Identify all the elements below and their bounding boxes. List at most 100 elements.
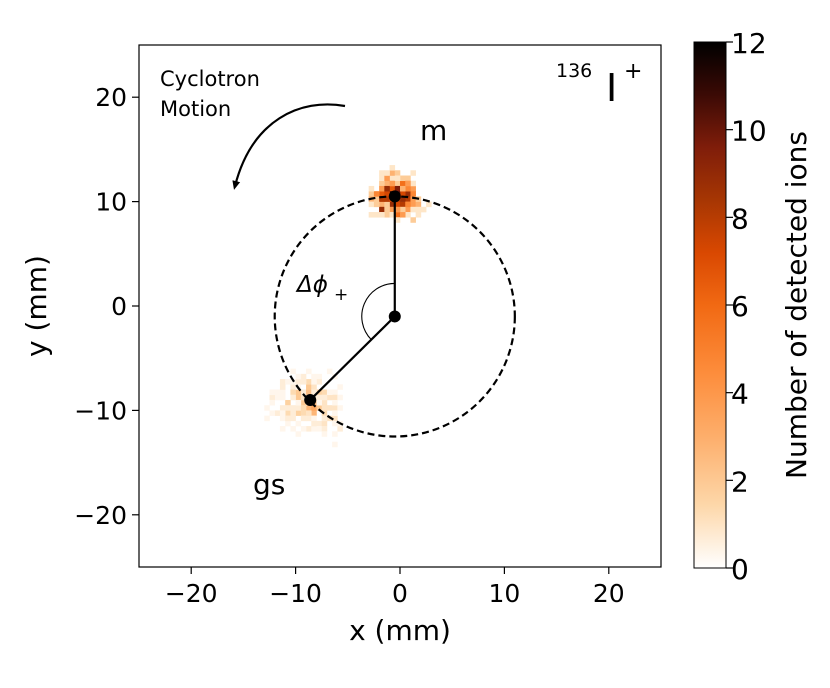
heatmap-cell-m — [400, 206, 406, 213]
heatmap-cell-m — [405, 180, 411, 187]
heatmap-cell-m — [410, 217, 416, 223]
colorbar-tick-label: 6 — [731, 290, 749, 323]
heatmap-cell-m — [373, 196, 380, 202]
heatmap-cell-m — [379, 196, 385, 202]
heatmap-cell-m — [384, 175, 390, 182]
heatmap-cell-gs — [332, 389, 338, 396]
heatmap-cell-m — [410, 206, 416, 213]
isotope-mass-number: 136 — [556, 60, 592, 82]
y-axis-label: y (mm) — [20, 255, 53, 357]
heatmap-cell-m — [394, 201, 401, 208]
heatmap-cell-m — [405, 191, 411, 197]
heatmap-cell-gs — [300, 399, 307, 406]
heatmap-cell-gs — [332, 431, 338, 437]
heatmap-cell-m — [373, 191, 380, 197]
x-axis-label: x (mm) — [349, 614, 451, 647]
heatmap-cell-m — [394, 170, 401, 176]
heatmap-cell-gs — [269, 394, 276, 401]
marker-point-0 — [388, 310, 401, 323]
heatmap-cell-m — [379, 206, 385, 213]
heatmap-cell-m — [368, 185, 375, 192]
heatmap-cell-gs — [306, 368, 312, 375]
heatmap-cell-gs — [290, 415, 296, 422]
heatmap-cell-m — [394, 217, 401, 223]
x-tick-label: 10 — [488, 579, 520, 608]
heatmap-cell-gs — [290, 405, 296, 411]
heatmap-cell-gs — [321, 410, 328, 416]
heatmap-cell-gs — [306, 410, 312, 416]
cyclotron-label-line2: Motion — [160, 97, 231, 121]
heatmap-cell-m — [389, 165, 396, 171]
heatmap-cell-gs — [332, 410, 338, 416]
heatmap-cell-gs — [321, 399, 328, 406]
x-ticks: −20 −10 0 10 20 — [165, 567, 625, 608]
heatmap-cell-gs — [279, 415, 286, 422]
heatmap-cell-m — [379, 212, 385, 218]
heatmap-cell-m — [400, 212, 406, 218]
heatmap-cell-gs — [300, 410, 307, 416]
colorbar — [693, 41, 727, 569]
heatmap-cell-m — [400, 185, 406, 192]
heatmap-cell-m — [384, 180, 390, 187]
heatmap-cell-gs — [332, 394, 338, 401]
heatmap-cell-m — [426, 201, 432, 208]
ray-line-1 — [309, 315, 396, 401]
heatmap-cell-m — [394, 185, 401, 192]
heatmap-cell-gs — [316, 373, 322, 380]
heatmap-cell-m — [373, 212, 380, 218]
heatmap-cell-gs — [321, 431, 328, 437]
label-m: m — [420, 114, 447, 147]
heatmap-cell-m — [415, 212, 422, 218]
heatmap-cell-m — [394, 175, 401, 182]
heatmap-cell-gs — [279, 410, 286, 416]
heatmap-cell-m — [368, 201, 375, 208]
heatmap-cell-m — [400, 201, 406, 208]
heatmap-cell-gs — [306, 384, 312, 390]
heatmap-cell-m — [389, 170, 396, 176]
heatmap-cell-m — [384, 191, 390, 197]
heatmap-cell-gs — [321, 415, 328, 422]
colorbar-tick-label: 12 — [731, 27, 767, 60]
heatmap-cell-gs — [306, 415, 312, 422]
heatmap-cell-m — [415, 201, 422, 208]
delta-phi-subscript: + — [334, 285, 348, 305]
heatmap-cell-m — [400, 175, 406, 182]
heatmap-cell-gs — [285, 405, 291, 411]
heatmap-cell-gs — [332, 420, 338, 427]
heatmap-cell-m — [405, 185, 411, 192]
heatmap-cell-m — [405, 196, 411, 202]
heatmap-cell-gs — [316, 399, 322, 406]
heatmap-cell-m — [368, 212, 375, 218]
marker-point-2 — [304, 393, 317, 406]
heatmap-cell-gs — [332, 399, 338, 406]
heatmap-cell-gs — [295, 399, 302, 406]
y-tick-label: 0 — [111, 292, 127, 321]
heatmap-cell-gs — [311, 389, 317, 396]
heatmap-cell-m — [405, 201, 411, 208]
heatmap-cell-m — [389, 201, 396, 208]
heatmap-cell-gs — [274, 389, 281, 396]
delta-phi-label: Δϕ — [295, 272, 328, 298]
heatmap-cell-gs — [290, 394, 296, 401]
heatmap-cell-gs — [290, 384, 296, 390]
heatmap-cell-m — [405, 212, 411, 218]
overlay — [273, 190, 516, 438]
heatmap-cell-gs — [316, 394, 322, 401]
heatmap-cell-gs — [306, 405, 312, 411]
heatmap-cell-gs — [321, 389, 328, 396]
heatmap-cell-gs — [295, 373, 302, 380]
heatmap-cell-gs — [295, 420, 302, 427]
y-ticks: −20 −10 0 10 20 — [74, 83, 139, 530]
heatmap-cell-gs — [337, 394, 343, 401]
heatmap-cell-gs — [306, 426, 312, 432]
heatmap-cell-gs — [290, 410, 296, 416]
heatmap-cell-gs — [290, 389, 296, 396]
heatmap-cell-gs — [316, 405, 322, 411]
heatmap-cell-m — [410, 196, 416, 202]
heatmap-cell-gs — [300, 405, 307, 411]
x-tick-label: −20 — [165, 579, 218, 608]
colorbar-ticks: 0 2 4 6 8 10 12 — [726, 27, 767, 586]
heatmap-cell-m — [384, 201, 390, 208]
heatmap-cell-gs — [285, 410, 291, 416]
heatmap-cell-gs — [279, 384, 286, 390]
